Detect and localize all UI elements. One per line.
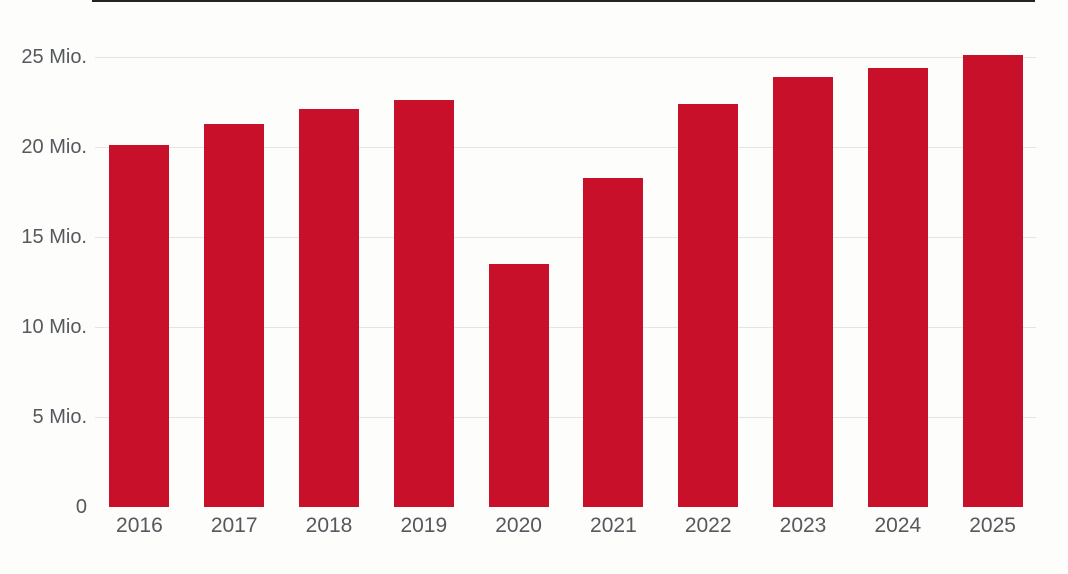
x-tick-label-2023: 2023 xyxy=(779,514,827,537)
bar-2025 xyxy=(962,55,1023,507)
gridline-10 xyxy=(95,326,1036,328)
bar-2019 xyxy=(393,100,454,507)
x-tick-label-2017: 2017 xyxy=(210,514,258,537)
y-tick-label-10: 10 Mio. xyxy=(21,316,87,338)
gridline-25 xyxy=(95,56,1036,58)
bar-2023 xyxy=(773,76,833,507)
x-tick-label-2025: 2025 xyxy=(969,514,1016,537)
y-tick-label-15: 15 Mio. xyxy=(21,226,87,248)
y-tick-label-5: 5 Mio. xyxy=(32,406,87,428)
gridline-5 xyxy=(95,416,1036,418)
x-tick-label-2019: 2019 xyxy=(400,514,448,537)
x-tick-label-2024: 2024 xyxy=(874,514,922,537)
bar-2022 xyxy=(678,103,739,507)
y-tick-label-20: 20 Mio. xyxy=(21,136,87,158)
gridline-20 xyxy=(95,146,1036,148)
bar-2016 xyxy=(109,145,170,507)
bar-2024 xyxy=(867,67,928,507)
gridline-15 xyxy=(95,236,1036,238)
bar-2020 xyxy=(488,264,549,507)
x-tick-label-2022: 2022 xyxy=(684,514,732,537)
x-tick-label-2020: 2020 xyxy=(495,514,542,537)
bar-2017 xyxy=(204,123,265,507)
y-tick-label-0: 0 xyxy=(75,496,87,518)
x-tick-label-2016: 2016 xyxy=(116,514,163,537)
x-tick-label-2018: 2018 xyxy=(305,514,353,537)
x-tick-label-2021: 2021 xyxy=(590,514,637,537)
bar-2021 xyxy=(583,177,644,507)
x-axis-baseline xyxy=(92,0,1035,2)
y-tick-label-25: 25 Mio. xyxy=(21,46,87,68)
bar-2018 xyxy=(299,109,359,507)
